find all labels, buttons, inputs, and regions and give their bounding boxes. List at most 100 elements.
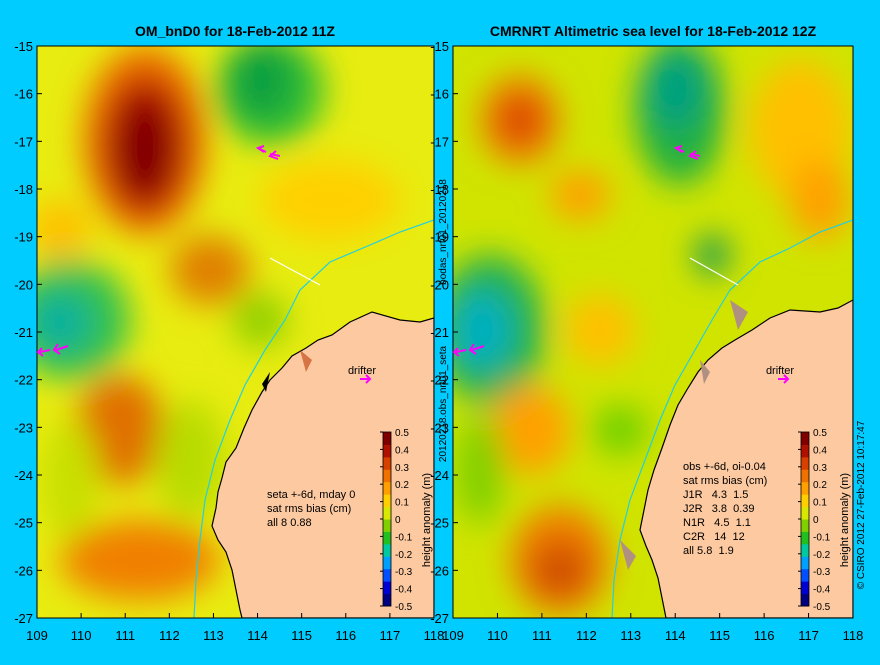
latitude-tick-label: -21 xyxy=(14,325,33,340)
colorbar-segment xyxy=(801,444,809,458)
right-colorbar: 0.5 0.4 0.3 0.2 0.1 0 -0.1 -0.2 -0.3 -0.4 -0.5 xyxy=(798,428,831,613)
colorbar-segment xyxy=(383,506,391,520)
latitude-tick-label: -22 xyxy=(14,373,33,388)
right-drifter-arrows xyxy=(452,145,790,384)
longitude-axis-left: 109 110 111 112 113 114 115 116 117 118 xyxy=(26,613,444,643)
latitude-tick-label: -23 xyxy=(430,420,449,435)
left-drifter-label: drifter xyxy=(348,365,376,377)
colorbar-tick-label: -0.3 xyxy=(813,567,831,578)
left-stats-line-3: all 8 0.88 xyxy=(267,517,312,529)
colorbar-tick-label: 0.1 xyxy=(395,498,409,509)
colorbar-tick-label: -0.4 xyxy=(395,585,413,596)
right-colorbar-label: height anomaly (m) xyxy=(839,473,851,567)
left-isobath-line xyxy=(193,219,434,618)
colorbar-segment xyxy=(801,469,809,483)
colorbar-tick-label: 0.3 xyxy=(395,463,409,474)
colorbar-segment xyxy=(383,556,391,570)
latitude-tick-label: -19 xyxy=(14,230,33,245)
left-section-line xyxy=(269,257,321,286)
longitude-tick-label: 112 xyxy=(576,628,597,643)
longitude-tick-label: 110 xyxy=(71,628,92,643)
longitude-tick-label: 111 xyxy=(115,628,135,643)
left-colorbar: 0.5 0.4 0.3 0.2 0.1 0 -0.1 -0.2 -0.3 -0.4 -0.5 xyxy=(380,428,413,613)
left-colorbar-label: height anomaly (m) xyxy=(421,473,433,567)
colorbar-tick-label: 0.4 xyxy=(395,445,409,456)
colorbar-segment xyxy=(801,456,809,470)
colorbar-segment xyxy=(383,593,391,607)
longitude-tick-label: 115 xyxy=(709,628,730,643)
latitude-axis-right: -15 -16 -17 -18 -19 -20 -21 -22 -23 -24 -25 -26 -27 xyxy=(430,39,458,626)
right-stats-line-4: J2R 3.8 0.39 xyxy=(683,503,755,515)
colorbar-segment xyxy=(801,531,809,545)
latitude-tick-label: -20 xyxy=(430,277,449,292)
longitude-tick-label: 115 xyxy=(291,628,312,643)
right-stats-line-5: N1R 4.5 1.1 xyxy=(683,517,751,529)
colorbar-tick-label: 0.2 xyxy=(395,480,409,491)
latitude-tick-label: -20 xyxy=(14,277,33,292)
latitude-tick-label: -26 xyxy=(14,563,33,578)
right-stats-line-3: J1R 4.3 1.5 xyxy=(683,489,748,501)
longitude-tick-label: 118 xyxy=(424,628,445,643)
latitude-tick-label: -26 xyxy=(430,563,449,578)
latitude-tick-label: -16 xyxy=(430,87,449,102)
colorbar-segment xyxy=(801,506,809,520)
colorbar-segment xyxy=(383,469,391,483)
colorbar-segment xyxy=(801,519,809,532)
latitude-tick-label: -27 xyxy=(14,611,33,626)
colorbar-segment xyxy=(383,481,391,495)
colorbar-tick-label: -0.5 xyxy=(813,602,831,613)
left-stats-line-2: sat rms bias (cm) xyxy=(267,503,351,515)
colorbar-segment xyxy=(383,531,391,545)
colorbar-segment xyxy=(801,556,809,570)
longitude-tick-label: 114 xyxy=(665,628,686,643)
latitude-tick-label: -18 xyxy=(14,182,33,197)
colorbar-segment xyxy=(801,593,809,607)
colorbar-tick-label: 0 xyxy=(395,515,401,526)
colorbar-segment xyxy=(383,568,391,582)
right-stats-line-6: C2R 14 12 xyxy=(683,531,745,543)
colorbar-tick-label: 0.5 xyxy=(813,428,827,439)
colorbar-tick-label: -0.5 xyxy=(395,602,413,613)
longitude-tick-label: 117 xyxy=(798,628,819,643)
latitude-axis-left: -15 -16 -17 -18 -19 -20 -21 -22 -23 -24 -25 -26 -27 xyxy=(14,39,42,626)
colorbar-segment xyxy=(383,543,391,557)
colorbar-tick-label: 0.5 xyxy=(395,428,409,439)
colorbar-segment xyxy=(801,568,809,582)
longitude-tick-label: 109 xyxy=(26,628,48,643)
longitude-tick-label: 113 xyxy=(203,628,224,643)
longitude-tick-label: 116 xyxy=(754,628,775,643)
right-stats-line-1: obs +-6d, oi-0.04 xyxy=(683,461,766,473)
latitude-tick-label: -24 xyxy=(14,468,33,483)
colorbar-segment xyxy=(383,444,391,458)
longitude-tick-label: 109 xyxy=(442,628,464,643)
middle-top-label: bodas_nrt01_20120218 xyxy=(438,179,449,285)
colorbar-segment xyxy=(383,432,391,445)
colorbar-segment xyxy=(801,494,809,508)
colorbar-segment xyxy=(801,432,809,445)
left-panel-title: OM_bnD0 for 18-Feb-2012 11Z xyxy=(135,23,335,39)
middle-bottom-label: 20120218.obs_nrt01_seta xyxy=(438,345,449,462)
longitude-tick-label: 113 xyxy=(620,628,641,643)
colorbar-tick-label: -0.2 xyxy=(395,550,413,561)
colorbar-tick-label: 0.2 xyxy=(813,480,827,491)
latitude-tick-label: -19 xyxy=(430,230,449,245)
left-drifter-arrows xyxy=(36,145,372,384)
colorbar-segment xyxy=(383,519,391,532)
latitude-tick-label: -17 xyxy=(14,134,33,149)
colorbar-tick-label: -0.1 xyxy=(813,532,831,543)
longitude-tick-label: 114 xyxy=(247,628,268,643)
right-stats-line-2: sat rms bias (cm) xyxy=(683,475,767,487)
credit-label: © CSIRO 2012 27-Feb-2012 10:17:47 xyxy=(856,420,867,589)
left-stats-line-1: seta +-6d, mday 0 xyxy=(267,489,355,501)
right-panel-title: CMRNRT Altimetric sea level for 18-Feb-2… xyxy=(490,23,817,39)
longitude-tick-label: 118 xyxy=(843,628,864,643)
colorbar-tick-label: -0.2 xyxy=(813,550,831,561)
longitude-tick-label: 117 xyxy=(380,628,401,643)
longitude-tick-label: 116 xyxy=(335,628,356,643)
right-map xyxy=(453,46,853,618)
colorbar-tick-label: 0.3 xyxy=(813,463,827,474)
left-map xyxy=(37,46,434,618)
colorbar-segment xyxy=(383,581,391,595)
right-drifter-label: drifter xyxy=(766,365,794,377)
